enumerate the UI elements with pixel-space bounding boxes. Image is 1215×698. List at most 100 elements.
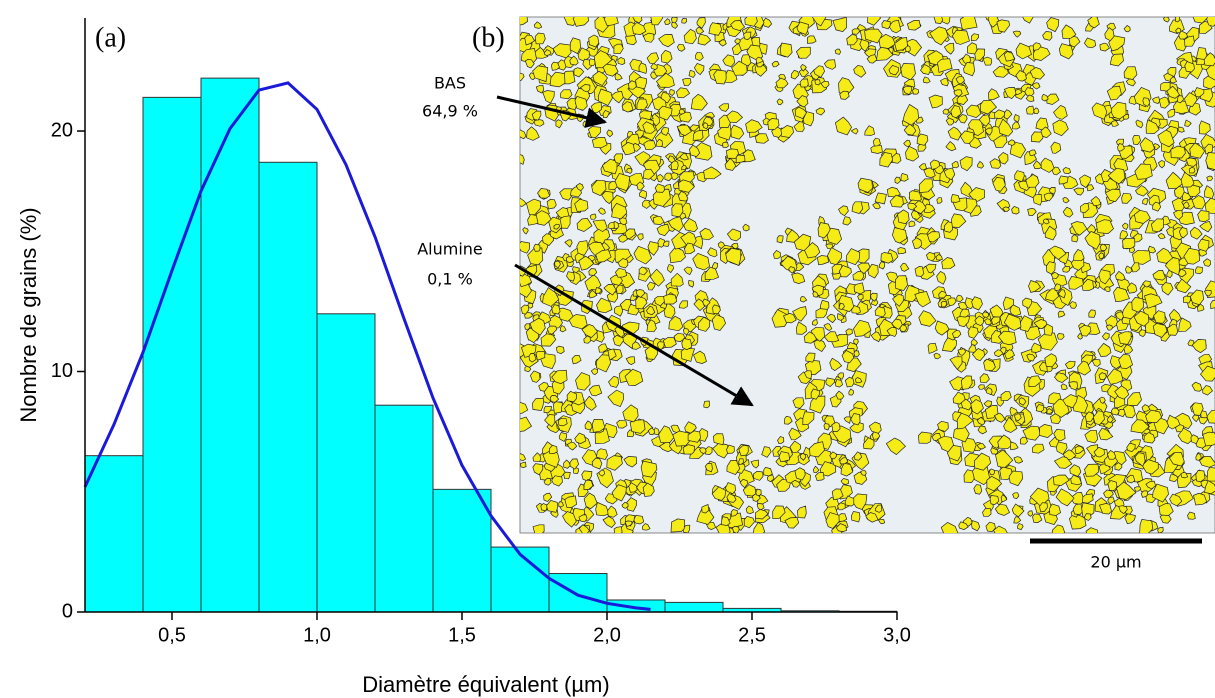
grain: [1194, 266, 1203, 275]
grain: [965, 104, 982, 118]
grain: [655, 138, 663, 148]
grain: [805, 352, 816, 363]
grain: [1081, 493, 1094, 504]
grain: [1117, 143, 1125, 152]
grain: [815, 308, 828, 319]
grain: [959, 17, 978, 31]
grain: [1121, 222, 1129, 230]
grain: [974, 48, 985, 61]
grain: [993, 525, 1008, 533]
grain: [1041, 93, 1049, 102]
grain: [1090, 196, 1102, 207]
grain: [904, 284, 920, 303]
grain: [1135, 119, 1144, 129]
grain: [579, 84, 591, 93]
grain: [663, 240, 670, 247]
grain: [1202, 385, 1213, 396]
grain: [840, 478, 850, 485]
grain: [868, 421, 882, 434]
grain: [971, 33, 980, 42]
grain: [689, 144, 701, 157]
grain: [813, 339, 827, 352]
grain: [853, 350, 860, 357]
grain: [642, 32, 655, 43]
grain: [988, 468, 996, 476]
grain: [838, 302, 845, 310]
grain: [967, 326, 979, 339]
grain: [803, 370, 812, 380]
grain: [1032, 42, 1042, 51]
grain: [814, 79, 821, 86]
grain: [823, 323, 833, 332]
grain: [1098, 269, 1111, 285]
grain: [1145, 480, 1157, 490]
grain: [1115, 270, 1126, 281]
grain: [897, 209, 910, 225]
grain: [569, 458, 579, 470]
grain: [849, 421, 864, 434]
grain: [784, 517, 800, 529]
grain: [863, 437, 875, 450]
grain: [668, 315, 684, 332]
grain: [812, 465, 820, 474]
grain: [1139, 137, 1155, 153]
grain: [829, 451, 837, 460]
grain: [598, 343, 608, 353]
grain: [1062, 265, 1071, 273]
grain: [591, 457, 603, 470]
grain: [636, 181, 645, 191]
y-tick-label: 20: [51, 119, 73, 141]
grain: [1123, 25, 1131, 33]
grain: [938, 290, 947, 299]
grain: [950, 213, 967, 228]
grain: [595, 287, 602, 294]
grain: [1191, 339, 1207, 354]
grain: [1142, 198, 1148, 206]
grain: [1062, 167, 1072, 175]
grain: [527, 247, 544, 266]
grain: [767, 118, 780, 130]
grain: [968, 187, 985, 202]
grain: [1039, 424, 1053, 438]
grain: [845, 328, 853, 336]
grain: [959, 308, 970, 318]
grain: [989, 495, 1000, 505]
grain: [1133, 233, 1143, 243]
grain: [551, 475, 563, 487]
grain: [1152, 270, 1166, 281]
grain: [1178, 30, 1189, 40]
grain: [994, 412, 1006, 423]
grain: [535, 350, 546, 361]
grain: [743, 31, 752, 41]
grain: [1205, 152, 1215, 170]
grain: [558, 501, 564, 508]
grain: [1044, 225, 1057, 241]
grain: [804, 242, 821, 259]
grain: [1124, 513, 1136, 525]
grain: [718, 103, 730, 112]
grain: [1086, 184, 1095, 192]
grain: [554, 260, 561, 269]
grain: [650, 63, 658, 70]
grain: [814, 472, 825, 481]
grain: [1121, 192, 1133, 204]
grain: [1126, 391, 1142, 406]
grain: [683, 28, 697, 45]
bar: [316, 313, 376, 613]
grain: [977, 425, 987, 435]
grain: [676, 124, 692, 137]
grain: [791, 479, 801, 488]
grain: [1010, 441, 1019, 451]
annotation-name: Alumine: [417, 240, 483, 259]
grain: [994, 109, 1006, 119]
grain: [572, 17, 590, 27]
grain: [1032, 160, 1043, 169]
grain: [1139, 519, 1154, 533]
grain: [557, 417, 568, 427]
grain: [1206, 466, 1215, 482]
grain: [683, 266, 693, 276]
x-tick-label: 1,5: [448, 624, 476, 646]
grain: [803, 331, 818, 344]
grain: [573, 67, 585, 78]
grain: [1044, 353, 1058, 368]
